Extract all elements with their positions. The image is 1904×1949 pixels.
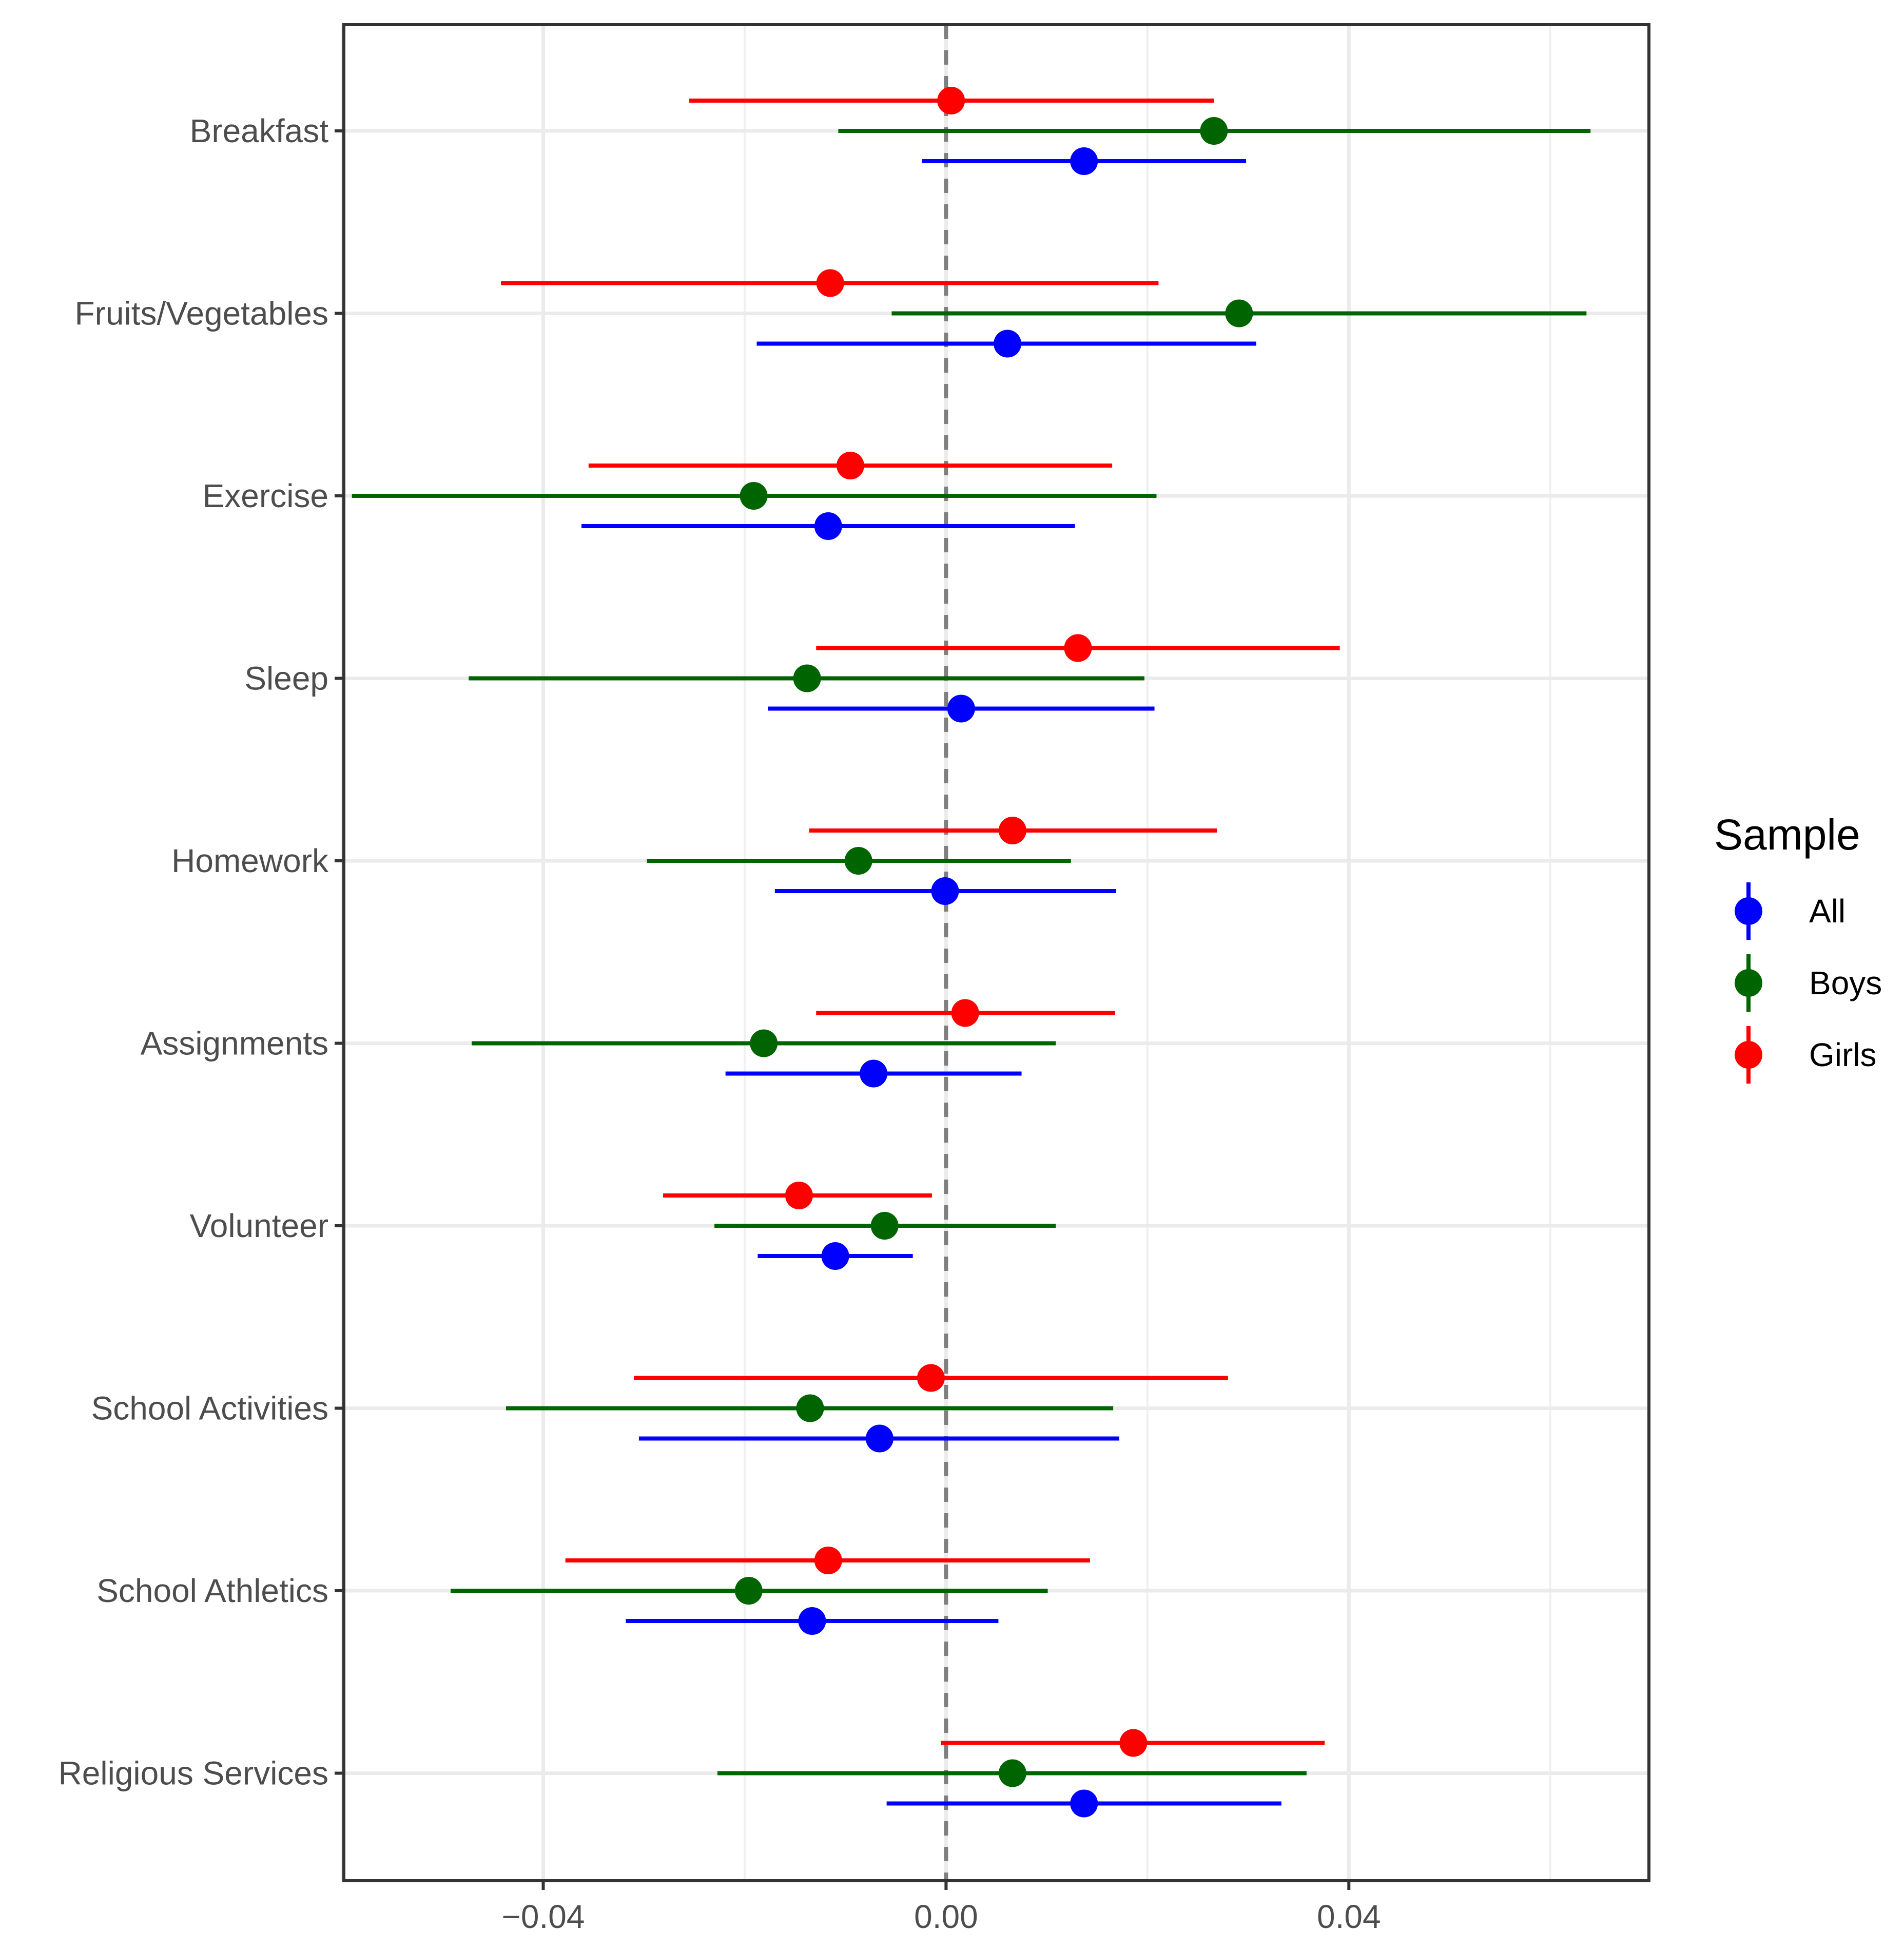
point-girls [998,817,1026,844]
point-boys [1200,117,1228,145]
point-girls [836,452,864,479]
point-all [1070,1789,1098,1818]
point-all [931,877,959,905]
legend-key-point-boys [1735,969,1762,997]
point-boys [740,482,768,510]
point-girls [917,1364,945,1392]
y-tick-label: Sleep [244,660,328,697]
point-all [994,330,1022,358]
point-girls [1064,634,1092,662]
panel-border [342,23,1650,1882]
point-girls [785,1182,813,1209]
point-girls [951,999,979,1027]
y-tick-label: Breakfast [190,112,329,149]
marks-layer [352,87,1591,1818]
legend-label-all: All [1809,893,1845,930]
point-boys [734,1577,763,1605]
point-girls [814,1547,842,1574]
point-all [814,512,842,540]
x-tick-label: 0.00 [914,1898,978,1935]
y-tick-label: School Activities [91,1390,328,1427]
x-tick-label: −0.04 [502,1898,585,1935]
point-all [1070,147,1098,175]
point-girls [816,269,844,297]
point-all [860,1059,888,1088]
y-tick-label: Volunteer [190,1207,328,1244]
point-boys [1225,299,1253,327]
y-tick-label: Homework [171,842,329,879]
point-all [798,1607,826,1635]
legend: Sample All Boys Girls [1714,811,1882,1084]
legend-label-girls: Girls [1809,1036,1877,1073]
y-tick-label: Exercise [203,477,328,514]
legend-label-boys: Boys [1809,964,1882,1001]
point-boys [750,1029,778,1057]
y-tick-label: Assignments [141,1025,328,1062]
axis-layer: Breakfast Fruits/Vegetables Exercise Sleep H… [59,112,1381,1935]
point-girls [937,87,965,114]
point-boys [844,847,872,875]
point-boys [998,1759,1026,1787]
legend-key-point-all [1735,897,1762,925]
y-tick-label: Fruits/Vegetables [75,295,329,332]
legend-title: Sample [1714,811,1860,859]
point-boys [870,1212,899,1240]
point-all [865,1424,893,1453]
point-boys [793,664,821,692]
y-tick-label: Religious Services [59,1755,328,1792]
x-tick-label: 0.04 [1317,1898,1381,1935]
y-tick-label: School Athletics [96,1572,328,1609]
point-boys [796,1394,824,1422]
legend-key-point-girls [1735,1041,1762,1069]
point-girls [1119,1729,1148,1757]
point-all [821,1242,849,1270]
point-all [947,694,975,723]
